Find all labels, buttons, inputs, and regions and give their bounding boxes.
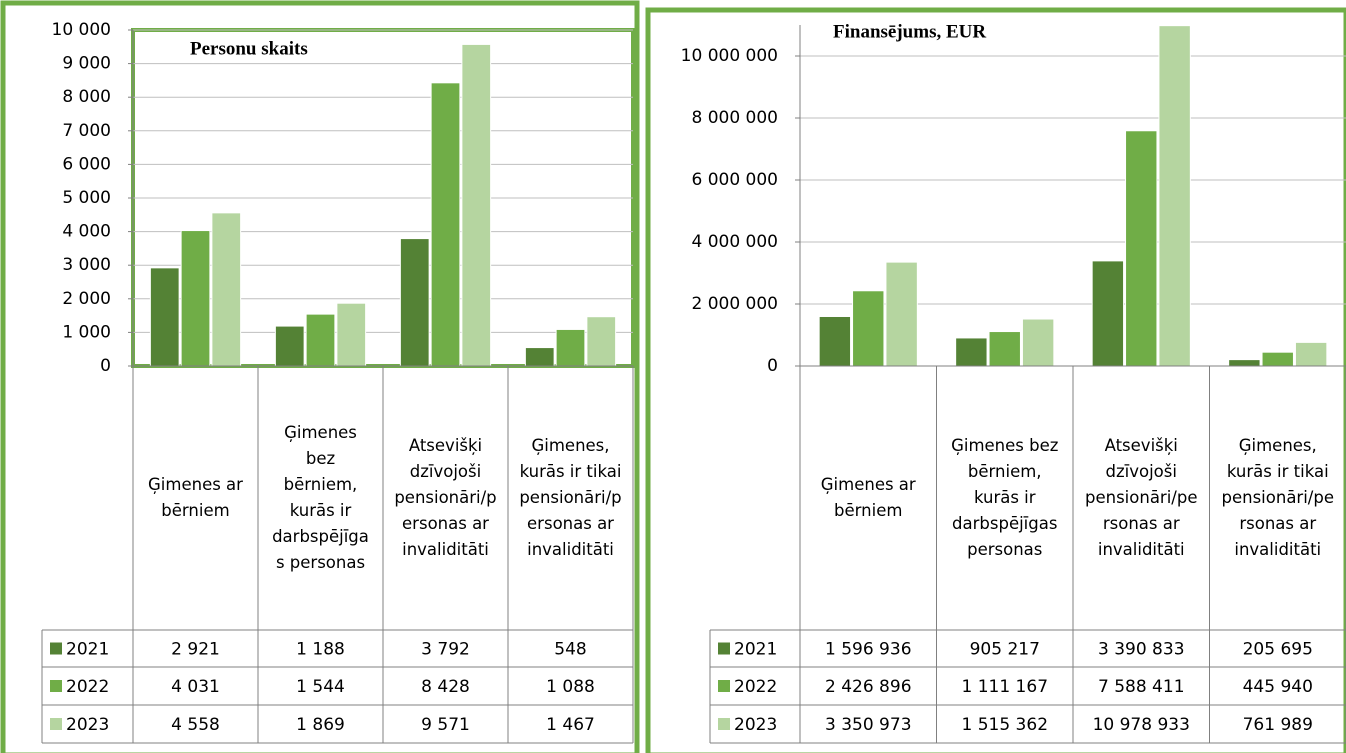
table-value: 9 571: [421, 715, 470, 735]
bar: [399, 238, 430, 367]
x-tick-label: Ģimenes, kurās ir tikai pensionāri/perso…: [1221, 436, 1334, 559]
chart-border: [0, 0, 640, 753]
table-value: 1 467: [546, 715, 595, 735]
y-tick-label: 8 000 000: [691, 108, 778, 128]
bar: [180, 230, 211, 367]
chart-title: Personu skaits: [190, 38, 308, 59]
bar: [586, 316, 617, 367]
legend-label: 2021: [734, 640, 777, 660]
table-value: 2 921: [171, 640, 220, 660]
table-value: 4 558: [171, 715, 220, 735]
y-tick-label: 3 000: [62, 255, 111, 275]
y-tick-label: 2 000 000: [691, 294, 778, 314]
legend-swatch: [718, 718, 730, 730]
table-value: 1 596 936: [825, 640, 912, 660]
table-value: 205 695: [1243, 640, 1313, 660]
category-cell: Ģimenes ar bērniem: [148, 475, 243, 520]
legend-swatch: [50, 718, 62, 730]
table-value: 445 940: [1243, 677, 1313, 697]
y-tick-label: 6 000 000: [691, 170, 778, 190]
table-value: 1 515 362: [961, 715, 1048, 735]
table-value: 2 426 896: [825, 677, 912, 697]
y-tick-label: 5 000: [62, 188, 111, 208]
legend-label: 2022: [734, 677, 777, 697]
category-cell: Ģimenes ar bērniem: [820, 475, 916, 520]
bar: [1091, 260, 1125, 367]
y-tick-label: 2 000: [62, 289, 111, 309]
legend-label: 2023: [734, 715, 777, 735]
y-tick-label: 8 000: [62, 87, 111, 107]
legend-swatch: [718, 680, 730, 692]
bar: [1021, 318, 1055, 367]
category-cell: Atsevišķi dzīvojoši pensionāri/personas …: [394, 436, 497, 559]
bar: [1294, 341, 1328, 367]
x-tick-label: Atsevišķi dzīvojoši pensionāri/personas …: [1085, 436, 1198, 559]
table-value: 1 869: [296, 715, 345, 735]
chart-title: Finansējums, EUR: [833, 21, 986, 42]
bar: [430, 82, 461, 367]
bar: [988, 331, 1021, 367]
table-value: 3 390 833: [1098, 640, 1185, 660]
x-tick-label: Ģimenes bez bērniem, kurās ir darbspējīg…: [272, 423, 369, 572]
y-tick-label: 1 000: [62, 322, 111, 342]
table-value: 8 428: [421, 677, 470, 697]
table-value: 1 544: [296, 677, 345, 697]
bar: [524, 347, 555, 367]
table-value: 4 031: [171, 677, 220, 697]
table-value: 3 350 973: [825, 715, 912, 735]
legend-swatch: [50, 680, 62, 692]
bar: [852, 290, 885, 367]
bar: [1261, 351, 1294, 367]
table-value: 548: [554, 640, 586, 660]
chart-border: [645, 7, 1346, 753]
bar: [211, 212, 242, 367]
table-value: 10 978 933: [1093, 715, 1190, 735]
x-tick-label: Ģimenes bez bērniem, kurās ir darbspējīg…: [951, 436, 1059, 559]
x-tick-label: Atsevišķi dzīvojoši pensionāri/personas …: [394, 436, 497, 559]
table-value: 905 217: [970, 640, 1040, 660]
table-value: 1 088: [546, 677, 595, 697]
bar: [1125, 130, 1158, 367]
bar: [555, 328, 586, 367]
y-tick-label: 7 000: [62, 121, 111, 141]
bar: [461, 43, 492, 367]
legend-label: 2022: [66, 677, 109, 697]
y-tick-label: 4 000 000: [691, 232, 778, 252]
table-value: 7 588 411: [1098, 677, 1185, 697]
x-tick-label: Ģimenes ar bērniem: [820, 475, 916, 520]
y-tick-label: 0: [100, 356, 111, 376]
bar: [955, 337, 988, 367]
legend-label: 2023: [66, 715, 109, 735]
legend-swatch: [718, 642, 730, 655]
y-tick-label: 4 000: [62, 222, 111, 242]
y-tick-label: 10 000: [52, 20, 111, 40]
bar: [818, 315, 852, 367]
category-cell: Ģimenes, kurās ir tikai pensionāri/perso…: [519, 436, 622, 559]
y-tick-label: 10 000 000: [681, 46, 778, 66]
y-tick-label: 9 000: [62, 54, 111, 74]
x-tick-label: Ģimenes ar bērniem: [148, 475, 243, 520]
x-tick-label: Ģimenes, kurās ir tikai pensionāri/perso…: [519, 436, 622, 559]
legend-label: 2021: [66, 640, 109, 660]
category-cell: Ģimenes, kurās ir tikai pensionāri/perso…: [1221, 436, 1334, 559]
bar: [885, 261, 918, 367]
table-value: 761 989: [1243, 715, 1313, 735]
bar: [1158, 25, 1191, 367]
table-value: 1 111 167: [961, 677, 1048, 697]
category-cell: Atsevišķi dzīvojoši pensionāri/personas …: [1085, 436, 1198, 559]
y-tick-label: 0: [767, 356, 778, 376]
bar: [149, 267, 180, 367]
table-value: 1 188: [296, 640, 345, 660]
y-tick-label: 6 000: [62, 154, 111, 174]
table-value: 3 792: [421, 640, 470, 660]
bar: [336, 302, 367, 367]
category-cell: Ģimenes bez bērniem, kurās ir darbspējīg…: [951, 436, 1059, 559]
legend-swatch: [50, 642, 62, 655]
bar: [274, 325, 305, 367]
category-cell: Ģimenes bez bērniem, kurās ir darbspējīg…: [272, 423, 369, 572]
bar: [305, 313, 336, 367]
